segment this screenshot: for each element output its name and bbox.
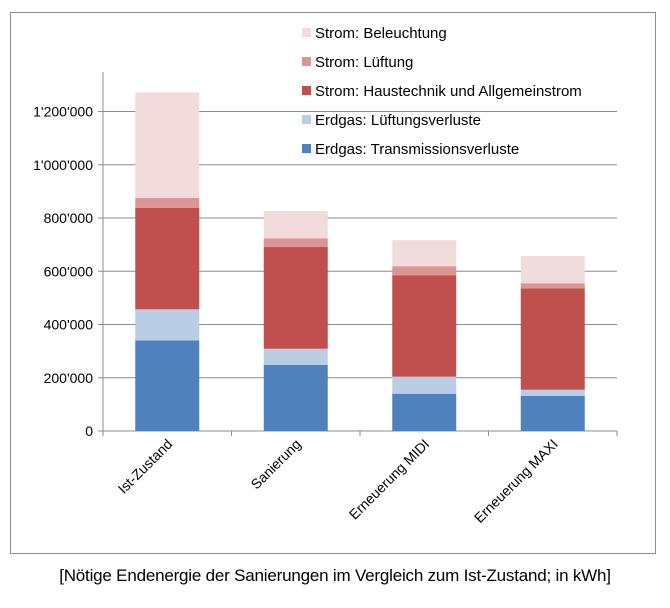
bar-segment bbox=[520, 395, 585, 431]
bar-segment bbox=[263, 238, 328, 248]
bar-segment bbox=[135, 340, 200, 431]
x-tick-label: Erneuerung MIDI bbox=[346, 436, 433, 523]
legend-label: Erdgas: Lüftungsverluste bbox=[315, 112, 481, 129]
bar-segment bbox=[520, 389, 585, 396]
legend-item: Erdgas: Transmissionsverluste bbox=[302, 141, 519, 158]
bar-segment bbox=[263, 348, 328, 365]
legend-swatch bbox=[302, 57, 311, 66]
legend-swatch bbox=[302, 144, 311, 153]
legend: Strom: Beleuchtung Strom: Lüftung Strom: H… bbox=[302, 25, 582, 158]
chart-caption: [Nötige Endenergie der Sanierungen im Ve… bbox=[59, 566, 611, 585]
bar-segment bbox=[392, 275, 457, 377]
bar-segment bbox=[392, 266, 457, 276]
legend-swatch bbox=[302, 28, 311, 37]
x-tick-label: Erneuerung MAXI bbox=[471, 436, 561, 526]
legend-label: Strom: Haustechnik und Allgemeinstrom bbox=[315, 83, 582, 100]
legend-swatch bbox=[302, 115, 311, 124]
x-tick-label: Sanierung bbox=[247, 436, 303, 492]
y-tick-label: 1'000'000 bbox=[33, 157, 93, 173]
bars bbox=[135, 92, 585, 431]
bar-segment bbox=[135, 92, 200, 199]
y-tick-label: 800'000 bbox=[44, 210, 94, 226]
bar-segment bbox=[263, 364, 328, 431]
bar-segment bbox=[263, 247, 328, 349]
legend-swatch bbox=[302, 86, 311, 95]
legend-item: Strom: Haustechnik und Allgemeinstrom bbox=[302, 83, 582, 100]
legend-item: Strom: Lüftung bbox=[302, 54, 413, 71]
bar-segment bbox=[263, 211, 328, 239]
y-tick-label: 0 bbox=[85, 423, 93, 439]
y-tick-label: 200'000 bbox=[44, 370, 94, 386]
stacked-bar-chart: 0 200'000 400'000 600'000 800'000 1'000'000 1'… bbox=[33, 25, 618, 526]
bar-segment bbox=[520, 256, 585, 284]
legend-label: Strom: Beleuchtung bbox=[315, 25, 447, 42]
bar-segment bbox=[392, 240, 457, 267]
bar-segment bbox=[135, 309, 200, 341]
y-tick-label: 1'200'000 bbox=[33, 104, 93, 120]
legend-item: Erdgas: Lüftungsverluste bbox=[302, 112, 481, 129]
bar-segment bbox=[392, 393, 457, 431]
bar-segment bbox=[135, 198, 200, 208]
bar-segment bbox=[520, 283, 585, 289]
legend-label: Strom: Lüftung bbox=[315, 54, 413, 71]
bar-segment bbox=[135, 207, 200, 310]
legend-label: Erdgas: Transmissionsverluste bbox=[315, 141, 519, 158]
x-tick-label: Ist-Zustand bbox=[115, 436, 176, 497]
y-tick-label: 400'000 bbox=[44, 317, 94, 333]
bar-segment bbox=[520, 288, 585, 390]
bar-segment bbox=[392, 376, 457, 394]
y-tick-label: 600'000 bbox=[44, 263, 94, 279]
legend-item: Strom: Beleuchtung bbox=[302, 25, 447, 42]
y-tick-labels: 0 200'000 400'000 600'000 800'000 1'000'000 1'… bbox=[33, 104, 93, 440]
x-tick-labels: Ist-Zustand Sanierung Erneuerung MIDI Erneu… bbox=[115, 436, 561, 526]
